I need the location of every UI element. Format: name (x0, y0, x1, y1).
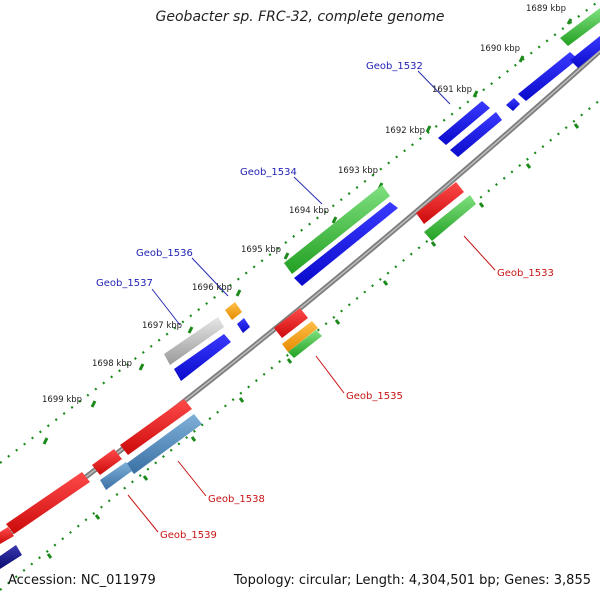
gene-label-geob-1538[interactable]: Geob_1538 (208, 494, 265, 505)
label-connectors (127, 70, 496, 533)
gene-blue-top-right[interactable] (570, 36, 600, 68)
gene-steelblue-1538[interactable] (100, 414, 202, 490)
scale-label-1696: 1696 kbp (192, 283, 232, 293)
gene-geob-1534[interactable] (284, 185, 390, 274)
inner-major-ticks (46, 123, 580, 559)
scale-label-1694: 1694 kbp (289, 206, 329, 216)
genome-title: Geobacter sp. FRC-32, complete genome (155, 9, 445, 25)
gene-navy-bottom-left[interactable] (0, 545, 22, 569)
scale-label-1695: 1695 kbp (241, 245, 281, 255)
gene-geob-1539[interactable] (0, 472, 90, 544)
gene-geob-1536[interactable] (225, 302, 250, 333)
gene-label-geob-1536[interactable]: Geob_1536 (136, 248, 193, 259)
scale-labels: 1689 kbp 1690 kbp 1691 kbp 1692 kbp 1693… (42, 4, 566, 405)
genome-backbone (0, 47, 600, 544)
scale-label-1699: 1699 kbp (42, 395, 82, 405)
gene-label-geob-1535[interactable]: Geob_1535 (346, 391, 403, 402)
gene-labels: Geob_1532 Geob_1533 Geob_1534 Geob_1535 … (96, 61, 554, 541)
gene-blue-1532b[interactable] (450, 112, 502, 157)
gene-label-geob-1537[interactable]: Geob_1537 (96, 278, 153, 289)
gene-label-geob-1533[interactable]: Geob_1533 (497, 268, 554, 279)
gene-label-geob-1534[interactable]: Geob_1534 (240, 167, 297, 178)
gene-geob-1538[interactable] (92, 399, 192, 475)
scale-label-1698: 1698 kbp (92, 359, 132, 369)
scale-label-1697: 1697 kbp (142, 321, 182, 331)
gene-green-top-right[interactable] (560, 8, 600, 46)
gene-label-geob-1532[interactable]: Geob_1532 (366, 61, 423, 72)
scale-label-1691: 1691 kbp (432, 85, 472, 95)
scale-label-1689: 1689 kbp (526, 4, 566, 14)
gene-blue-1537[interactable] (174, 334, 231, 381)
scale-label-1692: 1692 kbp (385, 126, 425, 136)
gene-geob-1533[interactable] (416, 182, 476, 241)
gene-label-geob-1539[interactable]: Geob_1539 (160, 530, 217, 541)
gene-geob-1537[interactable] (164, 317, 224, 365)
scale-label-1690: 1690 kbp (480, 44, 520, 54)
gene-geob-1532[interactable] (438, 52, 578, 145)
topology-text: Topology: circular; Length: 4,304,501 bp… (233, 573, 591, 588)
gene-blue-1534[interactable] (294, 202, 398, 286)
accession-text: Accession: NC_011979 (8, 573, 156, 588)
outer-scale-arc (0, 0, 600, 464)
gene-geob-1535[interactable] (274, 308, 322, 358)
scale-label-1693: 1693 kbp (338, 166, 378, 176)
